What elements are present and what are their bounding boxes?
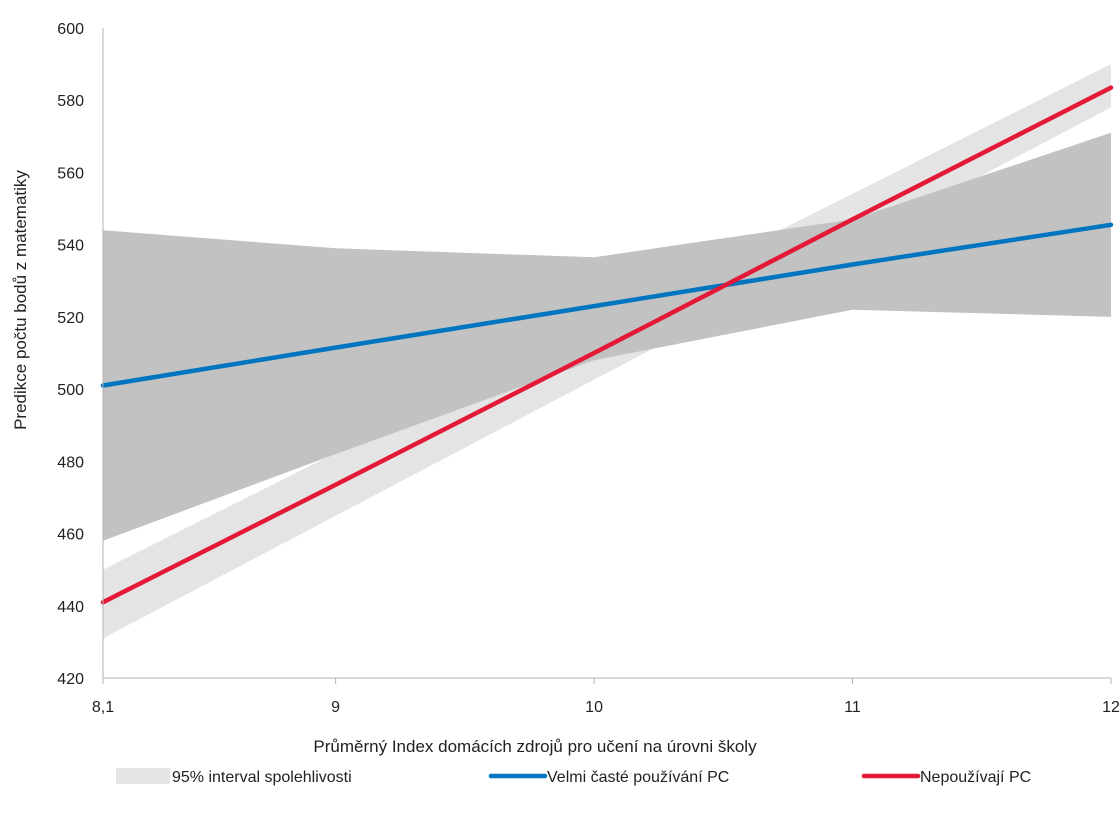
y-tick-label: 520 [57,310,84,327]
x-axis-title: Průměrný Index domácích zdrojů pro učení… [313,737,757,756]
legend-label: Nepoužívají PC [920,769,1031,786]
y-axis-title: Predikce počtu bodů z matematiky [11,170,30,430]
y-tick-label: 500 [57,382,84,399]
legend: 95% interval spolehlivosti Velmi časté po… [116,768,1031,786]
y-tick-label: 560 [57,165,84,182]
y-tick-label: 480 [57,454,84,471]
y-tick-label: 600 [57,21,84,38]
y-tick-label: 460 [57,527,84,544]
series-line-1 [100,85,1114,605]
y-tick-labels: 420 440 460 480 500 520 540 560 580 600 [57,21,84,688]
x-tick-label: 12 [1102,699,1120,716]
legend-swatch-band [116,768,170,784]
y-tick-label: 420 [57,671,84,688]
x-tick-label: 9 [331,699,340,716]
x-tick-label: 8,1 [92,699,114,716]
legend-item: 95% interval spolehlivosti [116,768,352,786]
confidence-bands [103,64,1111,639]
series-line-0 [100,222,1114,388]
axes [102,28,1112,684]
ci-band-series-0 [103,132,1111,541]
y-tick-label: 440 [57,599,84,616]
legend-label: 95% interval spolehlivosti [172,769,352,786]
legend-label: Velmi časté používání PC [547,769,729,786]
legend-item: Nepoužívají PC [861,769,1031,786]
x-tick-label: 10 [585,699,603,716]
y-tick-label: 540 [57,238,84,255]
x-tick-label: 11 [844,699,861,716]
legend-item: Velmi časté používání PC [488,769,729,786]
y-tick-label: 580 [57,93,84,110]
series-lines [100,85,1114,605]
x-tick-labels: 8,1 9 10 11 12 [92,699,1120,716]
